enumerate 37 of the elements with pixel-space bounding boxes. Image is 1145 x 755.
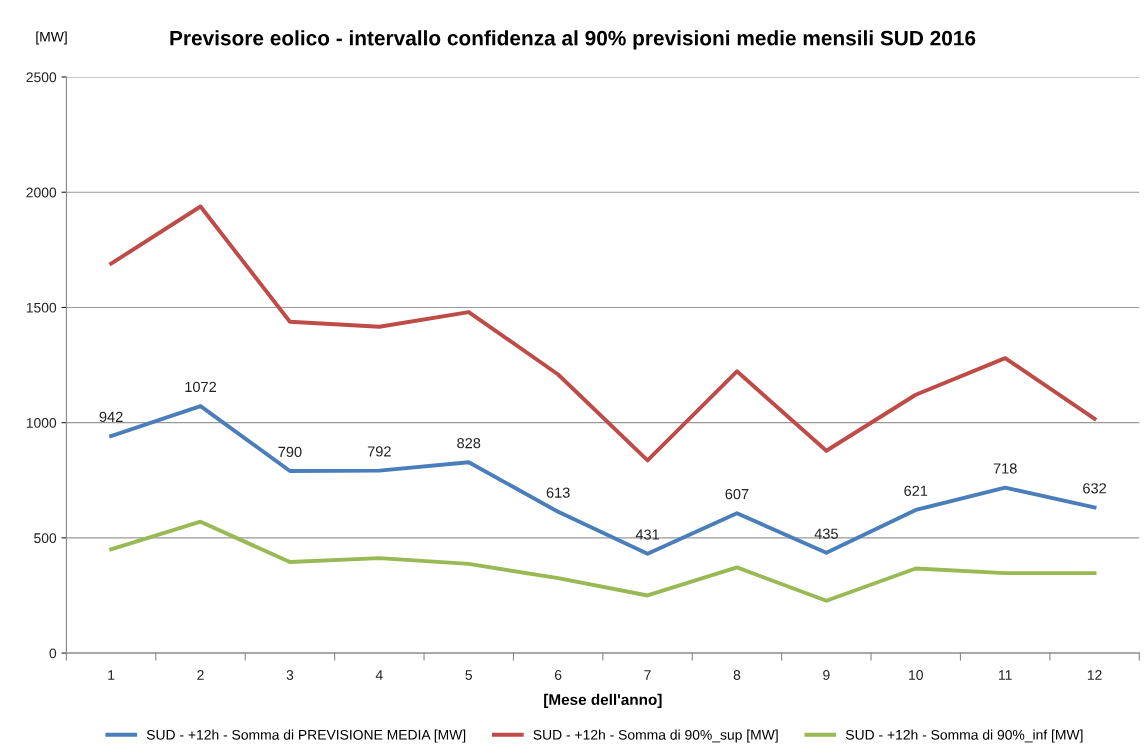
line-series xyxy=(109,519,1097,603)
data-label: 435 xyxy=(814,528,838,539)
x-tick-label: 3 xyxy=(286,670,294,680)
data-label: 828 xyxy=(457,437,481,449)
x-tick-label: 12 xyxy=(1087,670,1102,680)
legend-label: SUD - +12h - Somma di 90%_sup [MW] xyxy=(533,729,778,743)
data-label: 607 xyxy=(725,488,749,500)
data-label: 790 xyxy=(278,446,302,458)
data-label: 632 xyxy=(1083,483,1107,494)
legend-label: SUD - +12h - Somma di 90%_inf [MW] xyxy=(845,729,1083,743)
x-tick-label: 8 xyxy=(733,670,741,680)
x-tick-label: 7 xyxy=(644,670,651,680)
data-label: 718 xyxy=(993,463,1017,474)
x-tick-label: 6 xyxy=(554,670,562,680)
data-label: 621 xyxy=(904,485,928,496)
y-tick-label: 0 xyxy=(49,648,57,659)
chart-title: Previsore eolico - intervallo confidenza al 90% previsioni medie mensili SUD 2016 xyxy=(170,30,976,50)
data-label: 431 xyxy=(635,529,659,540)
x-tick-label: 4 xyxy=(375,670,383,680)
x-tick-label: 9 xyxy=(823,670,830,680)
x-axis-title: [Mese dell'anno] xyxy=(544,693,662,709)
x-tick-label: 11 xyxy=(999,670,1012,680)
y-tick-label: 1000 xyxy=(26,417,57,428)
x-tick-label: 2 xyxy=(197,670,204,680)
y-tick-label: 1500 xyxy=(26,302,57,313)
y-tick-label: 500 xyxy=(34,533,57,544)
x-tick-label: 5 xyxy=(465,670,473,680)
y-axis-title: [MW] xyxy=(36,31,67,45)
x-tick-label: 10 xyxy=(909,670,923,680)
data-label: 792 xyxy=(367,446,391,457)
y-tick-label: 2500 xyxy=(26,72,57,83)
data-label: 942 xyxy=(99,411,123,423)
x-tick-label: 1 xyxy=(108,670,115,680)
data-label: 613 xyxy=(546,487,570,498)
y-tick-label: 2000 xyxy=(26,187,57,198)
data-label: 1072 xyxy=(185,381,217,393)
legend-label: SUD - +12h - Somma di PREVISIONE MEDIA [MW] xyxy=(146,729,466,743)
